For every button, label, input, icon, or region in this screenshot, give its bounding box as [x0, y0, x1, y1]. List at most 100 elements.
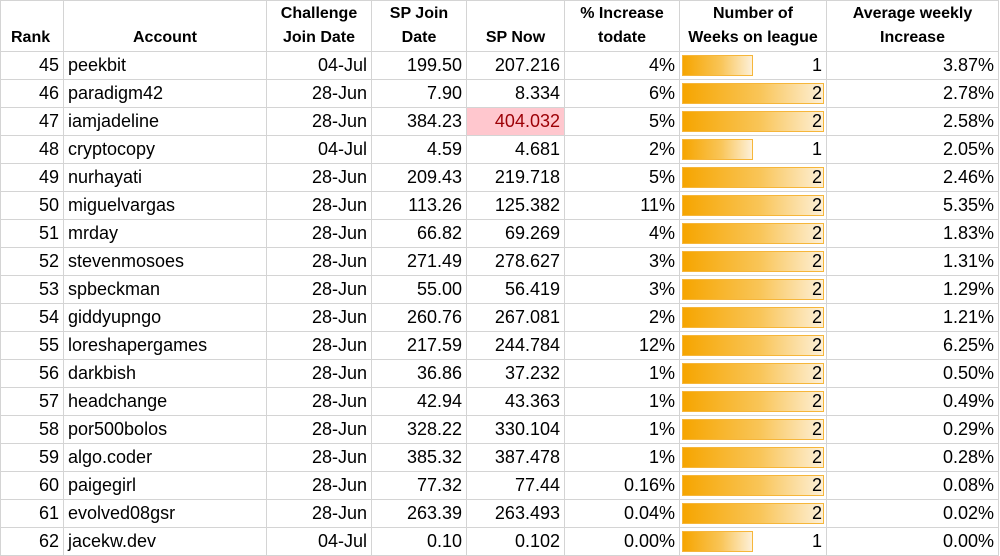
pct-increase-cell[interactable]: 6% — [564, 79, 680, 108]
pct-increase-cell[interactable]: 1% — [564, 443, 680, 472]
pct-increase-cell[interactable]: 2% — [564, 135, 680, 164]
avg-weekly-increase-cell[interactable]: 1.83% — [826, 219, 999, 248]
pct-increase-cell[interactable]: 4% — [564, 219, 680, 248]
pct-increase-cell[interactable]: 2% — [564, 303, 680, 332]
challenge-join-date-cell[interactable]: 04-Jul — [266, 135, 372, 164]
avg-weekly-increase-cell[interactable]: 0.00% — [826, 527, 999, 556]
avg-weekly-increase-cell[interactable]: 0.28% — [826, 443, 999, 472]
sp-join-date-cell[interactable]: 77.32 — [371, 471, 467, 500]
header-account[interactable]: Account — [63, 0, 267, 52]
sp-join-date-cell[interactable]: 55.00 — [371, 275, 467, 304]
challenge-join-date-cell[interactable]: 28-Jun — [266, 79, 372, 108]
weeks-on-league-cell[interactable]: 2 — [679, 303, 827, 332]
pct-increase-cell[interactable]: 0.04% — [564, 499, 680, 528]
challenge-join-date-cell[interactable]: 28-Jun — [266, 331, 372, 360]
sp-now-cell[interactable]: 278.627 — [466, 247, 565, 276]
sp-now-cell[interactable]: 330.104 — [466, 415, 565, 444]
account-cell[interactable]: cryptocopy — [63, 135, 267, 164]
sp-join-date-cell[interactable]: 328.22 — [371, 415, 467, 444]
account-cell[interactable]: stevenmosoes — [63, 247, 267, 276]
weeks-on-league-cell[interactable]: 2 — [679, 275, 827, 304]
header-sp-join-date[interactable]: SP Join Date — [371, 0, 467, 52]
pct-increase-cell[interactable]: 12% — [564, 331, 680, 360]
sp-join-date-cell[interactable]: 0.10 — [371, 527, 467, 556]
rank-cell[interactable]: 59 — [0, 443, 64, 472]
rank-cell[interactable]: 54 — [0, 303, 64, 332]
sp-join-date-cell[interactable]: 209.43 — [371, 163, 467, 192]
pct-increase-cell[interactable]: 5% — [564, 107, 680, 136]
sp-now-cell[interactable]: 404.032 — [466, 107, 565, 136]
pct-increase-cell[interactable]: 1% — [564, 415, 680, 444]
account-cell[interactable]: algo.coder — [63, 443, 267, 472]
avg-weekly-increase-cell[interactable]: 1.21% — [826, 303, 999, 332]
avg-weekly-increase-cell[interactable]: 0.49% — [826, 387, 999, 416]
avg-weekly-increase-cell[interactable]: 2.05% — [826, 135, 999, 164]
pct-increase-cell[interactable]: 11% — [564, 191, 680, 220]
weeks-on-league-cell[interactable]: 2 — [679, 191, 827, 220]
avg-weekly-increase-cell[interactable]: 5.35% — [826, 191, 999, 220]
pct-increase-cell[interactable]: 3% — [564, 247, 680, 276]
weeks-on-league-cell[interactable]: 1 — [679, 527, 827, 556]
challenge-join-date-cell[interactable]: 28-Jun — [266, 359, 372, 388]
weeks-on-league-cell[interactable]: 2 — [679, 359, 827, 388]
header-weeks-on-league[interactable]: Number of Weeks on league — [679, 0, 827, 52]
rank-cell[interactable]: 53 — [0, 275, 64, 304]
account-cell[interactable]: iamjadeline — [63, 107, 267, 136]
sp-join-date-cell[interactable]: 113.26 — [371, 191, 467, 220]
account-cell[interactable]: peekbit — [63, 51, 267, 80]
pct-increase-cell[interactable]: 0.16% — [564, 471, 680, 500]
sp-now-cell[interactable]: 4.681 — [466, 135, 565, 164]
pct-increase-cell[interactable]: 1% — [564, 387, 680, 416]
avg-weekly-increase-cell[interactable]: 0.08% — [826, 471, 999, 500]
sp-join-date-cell[interactable]: 260.76 — [371, 303, 467, 332]
rank-cell[interactable]: 47 — [0, 107, 64, 136]
challenge-join-date-cell[interactable]: 04-Jul — [266, 527, 372, 556]
pct-increase-cell[interactable]: 4% — [564, 51, 680, 80]
rank-cell[interactable]: 46 — [0, 79, 64, 108]
pct-increase-cell[interactable]: 1% — [564, 359, 680, 388]
sp-join-date-cell[interactable]: 4.59 — [371, 135, 467, 164]
weeks-on-league-cell[interactable]: 2 — [679, 499, 827, 528]
weeks-on-league-cell[interactable]: 2 — [679, 247, 827, 276]
avg-weekly-increase-cell[interactable]: 0.50% — [826, 359, 999, 388]
rank-cell[interactable]: 61 — [0, 499, 64, 528]
challenge-join-date-cell[interactable]: 28-Jun — [266, 275, 372, 304]
sp-join-date-cell[interactable]: 217.59 — [371, 331, 467, 360]
weeks-on-league-cell[interactable]: 2 — [679, 331, 827, 360]
weeks-on-league-cell[interactable]: 2 — [679, 107, 827, 136]
rank-cell[interactable]: 50 — [0, 191, 64, 220]
challenge-join-date-cell[interactable]: 28-Jun — [266, 415, 372, 444]
sp-join-date-cell[interactable]: 384.23 — [371, 107, 467, 136]
challenge-join-date-cell[interactable]: 28-Jun — [266, 191, 372, 220]
rank-cell[interactable]: 52 — [0, 247, 64, 276]
weeks-on-league-cell[interactable]: 2 — [679, 471, 827, 500]
challenge-join-date-cell[interactable]: 28-Jun — [266, 163, 372, 192]
sp-join-date-cell[interactable]: 271.49 — [371, 247, 467, 276]
avg-weekly-increase-cell[interactable]: 1.29% — [826, 275, 999, 304]
weeks-on-league-cell[interactable]: 1 — [679, 135, 827, 164]
weeks-on-league-cell[interactable]: 2 — [679, 415, 827, 444]
weeks-on-league-cell[interactable]: 2 — [679, 79, 827, 108]
avg-weekly-increase-cell[interactable]: 2.58% — [826, 107, 999, 136]
sp-now-cell[interactable]: 244.784 — [466, 331, 565, 360]
header-challenge-join-date[interactable]: Challenge Join Date — [266, 0, 372, 52]
rank-cell[interactable]: 57 — [0, 387, 64, 416]
sp-join-date-cell[interactable]: 199.50 — [371, 51, 467, 80]
account-cell[interactable]: spbeckman — [63, 275, 267, 304]
rank-cell[interactable]: 56 — [0, 359, 64, 388]
sp-join-date-cell[interactable]: 263.39 — [371, 499, 467, 528]
challenge-join-date-cell[interactable]: 28-Jun — [266, 107, 372, 136]
rank-cell[interactable]: 49 — [0, 163, 64, 192]
pct-increase-cell[interactable]: 3% — [564, 275, 680, 304]
sp-join-date-cell[interactable]: 66.82 — [371, 219, 467, 248]
challenge-join-date-cell[interactable]: 28-Jun — [266, 471, 372, 500]
sp-now-cell[interactable]: 69.269 — [466, 219, 565, 248]
sp-now-cell[interactable]: 219.718 — [466, 163, 565, 192]
sp-now-cell[interactable]: 56.419 — [466, 275, 565, 304]
avg-weekly-increase-cell[interactable]: 3.87% — [826, 51, 999, 80]
account-cell[interactable]: darkbish — [63, 359, 267, 388]
account-cell[interactable]: nurhayati — [63, 163, 267, 192]
challenge-join-date-cell[interactable]: 28-Jun — [266, 303, 372, 332]
avg-weekly-increase-cell[interactable]: 2.46% — [826, 163, 999, 192]
rank-cell[interactable]: 60 — [0, 471, 64, 500]
